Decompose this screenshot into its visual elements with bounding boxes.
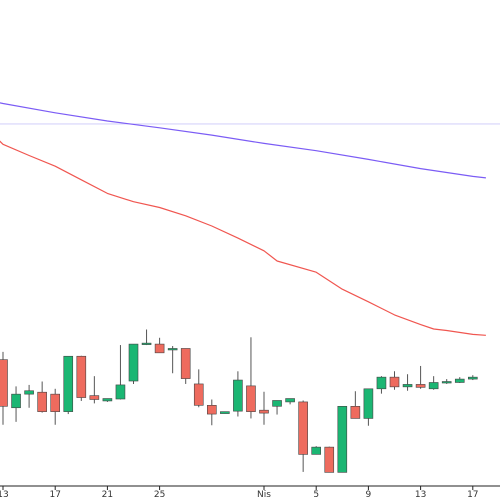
candle-body-down: [154, 343, 165, 354]
candle: [415, 365, 426, 389]
candle-body-up: [467, 376, 478, 380]
candle: [428, 376, 439, 390]
candle-body-down: [193, 383, 204, 406]
candle-body-up: [363, 388, 374, 419]
candle-body-down: [415, 384, 426, 388]
candle: [115, 345, 126, 400]
candle-body-up: [128, 343, 139, 382]
candle: [141, 329, 152, 346]
candle-body-down: [207, 405, 217, 415]
x-tick-label: 17: [49, 490, 60, 500]
candle-body-up: [141, 342, 152, 345]
candle: [454, 377, 465, 383]
candle-body-up: [272, 400, 282, 407]
candle: [76, 355, 87, 401]
candle-body-up: [233, 379, 243, 412]
candle-body-up: [220, 411, 230, 414]
candle-body-up: [337, 405, 348, 473]
candle-body-down: [0, 359, 8, 407]
x-tick-label: 5: [313, 490, 319, 500]
candle: [89, 376, 100, 404]
x-tick-label: Nis: [257, 490, 271, 500]
x-tick-label: 13: [0, 490, 9, 500]
candle: [389, 371, 400, 390]
candle: [350, 391, 361, 419]
candle-body-down: [350, 405, 361, 419]
candle-body-up: [63, 355, 74, 412]
candle-body-down: [246, 385, 256, 412]
candle: [467, 375, 478, 381]
candle-body-up: [285, 398, 295, 403]
candle-body-down: [259, 409, 269, 414]
candle-body-up: [376, 376, 387, 390]
candle: [63, 355, 74, 415]
candle: [11, 386, 21, 422]
candle: [246, 337, 256, 419]
candle: [50, 388, 61, 425]
candle: [154, 337, 165, 354]
candle: [207, 399, 217, 426]
candle-body-up: [402, 384, 413, 388]
candle-body-up: [24, 390, 34, 395]
moving-average-long-line: [0, 102, 486, 179]
candle: [376, 376, 387, 394]
x-tick-label: 9: [366, 490, 372, 500]
candle-body-up: [441, 381, 452, 384]
candle-body-up: [428, 382, 439, 390]
candle-body-up: [454, 378, 465, 383]
candle: [285, 398, 295, 405]
candle: [337, 405, 348, 473]
candle: [128, 343, 139, 384]
candle: [37, 381, 47, 413]
candle-body-down: [298, 401, 308, 455]
candle: [24, 384, 34, 408]
candle: [298, 400, 308, 472]
candle: [102, 398, 113, 402]
candle: [324, 446, 335, 473]
moving-average-short-line: [0, 140, 486, 336]
candle-body-up: [115, 384, 126, 400]
candles-layer: [0, 329, 478, 473]
candle: [0, 351, 8, 425]
candle: [402, 374, 413, 391]
moving-average-layer: [0, 102, 486, 336]
candle: [363, 388, 374, 426]
candle-body-up: [102, 398, 113, 402]
x-tick-label: 13: [415, 490, 426, 500]
candle-body-up: [11, 393, 21, 409]
x-axis: 13 17 21 25 Nis 5 9 13 17: [0, 485, 500, 500]
candle: [220, 411, 230, 414]
candle: [233, 371, 243, 417]
candle: [167, 346, 178, 374]
candle-body-down: [180, 348, 191, 379]
x-tick-label: 25: [154, 490, 165, 500]
x-tick-label: 21: [102, 490, 113, 500]
candle: [272, 400, 282, 415]
candle: [259, 391, 269, 425]
candle-body-up: [311, 446, 322, 455]
candle: [441, 379, 452, 384]
candle: [193, 369, 204, 408]
candle-body-down: [37, 391, 47, 412]
candle: [311, 446, 322, 455]
candle: [180, 348, 191, 384]
candle-body-down: [89, 395, 100, 400]
candle-body-down: [389, 376, 400, 388]
candle-body-down: [76, 355, 87, 398]
candle-body-up: [167, 348, 178, 351]
candle-body-down: [324, 446, 335, 473]
x-tick-label: 17: [467, 490, 478, 500]
candle-body-down: [50, 393, 61, 412]
